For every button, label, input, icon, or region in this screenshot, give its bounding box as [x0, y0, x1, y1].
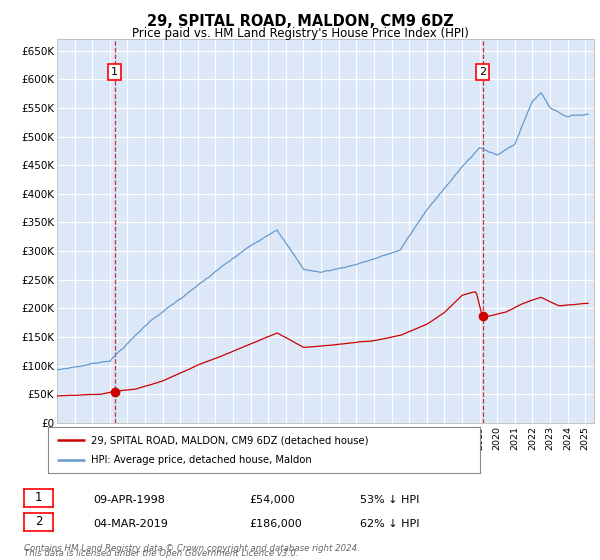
Text: 04-MAR-2019: 04-MAR-2019	[93, 519, 168, 529]
Text: 29, SPITAL ROAD, MALDON, CM9 6DZ (detached house): 29, SPITAL ROAD, MALDON, CM9 6DZ (detach…	[91, 435, 368, 445]
Text: 09-APR-1998: 09-APR-1998	[93, 494, 165, 505]
Text: 2: 2	[479, 67, 486, 77]
Text: 53% ↓ HPI: 53% ↓ HPI	[360, 494, 419, 505]
Text: Price paid vs. HM Land Registry's House Price Index (HPI): Price paid vs. HM Land Registry's House …	[131, 27, 469, 40]
Text: 29, SPITAL ROAD, MALDON, CM9 6DZ: 29, SPITAL ROAD, MALDON, CM9 6DZ	[146, 14, 454, 29]
Text: £186,000: £186,000	[249, 519, 302, 529]
Text: 1: 1	[35, 491, 42, 505]
Text: 62% ↓ HPI: 62% ↓ HPI	[360, 519, 419, 529]
Text: Contains HM Land Registry data © Crown copyright and database right 2024.: Contains HM Land Registry data © Crown c…	[24, 544, 360, 553]
Text: 2: 2	[35, 515, 42, 529]
Text: HPI: Average price, detached house, Maldon: HPI: Average price, detached house, Mald…	[91, 455, 312, 465]
Text: 1: 1	[111, 67, 118, 77]
Text: £54,000: £54,000	[249, 494, 295, 505]
Text: This data is licensed under the Open Government Licence v3.0.: This data is licensed under the Open Gov…	[24, 549, 299, 558]
